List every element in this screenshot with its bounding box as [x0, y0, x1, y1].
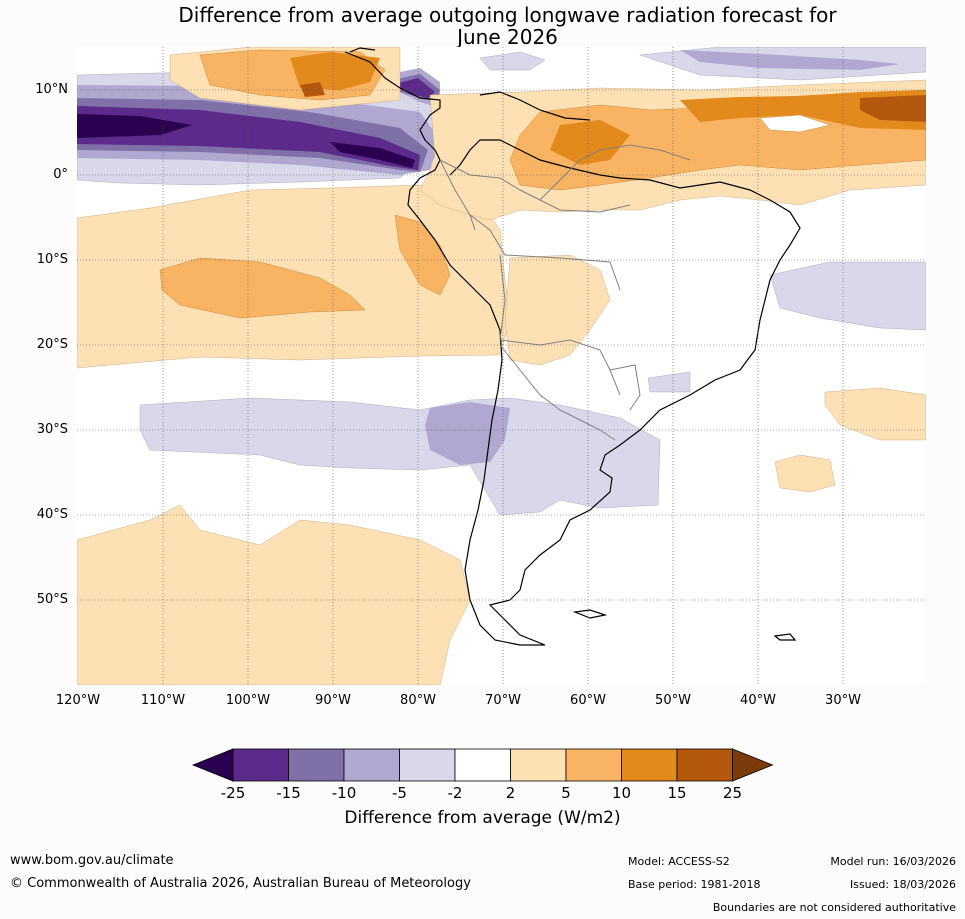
boundaries-disclaimer: Boundaries are not considered authoritat…: [712, 901, 956, 914]
issued-date: Issued: 18/03/2026: [849, 878, 956, 891]
lat-label-40s: 40°S: [36, 507, 68, 522]
footer-copyright: © Commonwealth of Australia 2026, Austra…: [10, 876, 471, 891]
lon-label-60w: 60°W: [570, 693, 606, 708]
footer-url: www.bom.gov.au/climate: [10, 853, 174, 868]
lon-label-110w: 110°W: [140, 693, 186, 708]
lon-label-80w: 80°W: [400, 693, 436, 708]
lat-label-10n: 10°N: [35, 82, 68, 97]
positive-anomaly-very-strong: [300, 82, 926, 122]
lat-label-20s: 20°S: [36, 337, 68, 352]
colorbar-title: Difference from average (W/m2): [344, 808, 621, 828]
model-run: Model run: 16/03/2026: [830, 855, 956, 868]
colorbar-tick-label: -25: [220, 784, 246, 802]
lon-label-120w: 120°W: [55, 693, 101, 708]
graticule: [77, 47, 926, 685]
colorbar-tick-label: 25: [722, 784, 743, 802]
lon-label-40w: 40°W: [740, 693, 776, 708]
lat-label-0: 0°: [53, 167, 68, 182]
lat-label-10s: 10°S: [36, 252, 68, 267]
map-title: Difference from average outgoing longwav…: [0, 4, 965, 48]
model-name: Model: ACCESS-S2: [628, 855, 730, 868]
colorbar-tick-label: -2: [447, 784, 463, 802]
lon-label-50w: 50°W: [655, 693, 691, 708]
colorbar-tick-label: 5: [561, 784, 571, 802]
colorbar-tick-label: 10: [611, 784, 632, 802]
lat-label-50s: 50°S: [36, 592, 68, 607]
title-line-1: Difference from average outgoing longwav…: [178, 3, 837, 27]
colorbar-tick-label: 2: [505, 784, 516, 802]
coastline: [344, 47, 801, 646]
lon-label-100w: 100°W: [225, 693, 271, 708]
base-period: Base period: 1981-2018: [628, 878, 761, 891]
lon-label-70w: 70°W: [485, 693, 521, 708]
colorbar-tick-label: -10: [331, 784, 357, 802]
colorbar-tick-label: -5: [392, 784, 407, 802]
lon-label-90w: 90°W: [315, 693, 351, 708]
lat-label-30s: 30°S: [36, 422, 68, 437]
colorbar-tick-label: -15: [276, 784, 301, 802]
colorbar-tick-label: 15: [667, 784, 687, 802]
title-line-2: June 2026: [457, 25, 558, 49]
lon-label-30w: 30°W: [825, 693, 861, 708]
